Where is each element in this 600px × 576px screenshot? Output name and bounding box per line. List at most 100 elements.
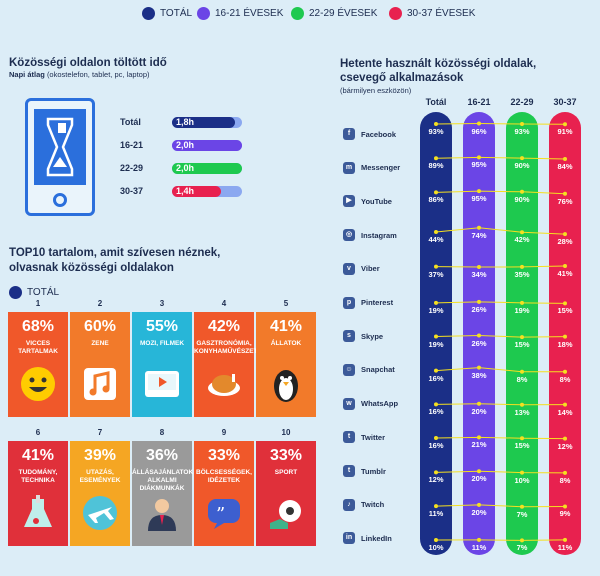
- app-name: Pinterest: [361, 298, 394, 307]
- value-label: 19%: [514, 305, 530, 315]
- music-icon: [80, 364, 120, 404]
- app-icon: in: [343, 532, 355, 545]
- top10-legend: TOTÁL: [9, 286, 59, 299]
- column-header: 16-21: [467, 97, 491, 107]
- time-bar: 2,0h: [172, 139, 242, 151]
- app-name: Tumblr: [361, 466, 386, 476]
- app-name: LinkedIn: [361, 533, 392, 543]
- app-row: in LinkedIn: [343, 531, 392, 545]
- legend-item-30-37: 30-37 ÉVESEK: [389, 7, 475, 20]
- value-label: 76%: [557, 196, 573, 206]
- top10-tile: 1 68% VICCES TARTALMAK: [8, 299, 68, 417]
- time-row-label: 30-37: [120, 186, 144, 196]
- app-name: Twitter: [361, 432, 386, 442]
- value-label: 28%: [557, 237, 573, 247]
- tile-rank: 2: [97, 299, 103, 308]
- value-label: 20%: [471, 507, 487, 517]
- row-connector: [435, 367, 565, 373]
- legend-dot: [389, 7, 402, 20]
- value-label: 91%: [557, 127, 573, 137]
- app-icon: ☺: [343, 363, 355, 376]
- time-bar-track: 2,0h: [172, 139, 242, 151]
- column-header: 30-37: [553, 97, 577, 107]
- value-label: 7%: [516, 509, 528, 519]
- app-name: Instagram: [361, 230, 397, 240]
- legend-dot: [9, 286, 22, 299]
- value-label: 84%: [557, 161, 573, 171]
- time-row-label: 16-21: [120, 140, 144, 150]
- weekly-subtitle: (bármilyen eszközön): [340, 86, 412, 95]
- quote-icon: ”: [204, 493, 244, 533]
- value-label: 8%: [559, 475, 571, 485]
- tile-rank: 7: [97, 428, 103, 437]
- column-pill: [506, 112, 538, 555]
- value-label: 96%: [471, 126, 487, 136]
- tile-rank: 3: [159, 299, 165, 308]
- row-connector: [435, 335, 566, 338]
- penguin-icon: [266, 364, 306, 404]
- tile-percent: 41%: [269, 318, 303, 335]
- time-bar: 1,8h: [172, 116, 235, 128]
- value-label: 7%: [516, 543, 528, 553]
- row-connector: [435, 436, 566, 440]
- time-subtitle-bold: Napi átlag: [9, 70, 45, 79]
- app-icon: ◎: [343, 229, 355, 242]
- tile-percent: 42%: [207, 318, 241, 335]
- value-label: 90%: [514, 161, 530, 171]
- tile-rank: 1: [35, 299, 41, 308]
- value-label: 95%: [471, 194, 487, 204]
- tile-percent: 33%: [269, 447, 303, 464]
- tile-label: VICCES TARTALMAK: [18, 340, 58, 355]
- value-label: 16%: [428, 441, 444, 451]
- legend-item-16-21: 16-21 ÉVESEK: [197, 7, 283, 20]
- time-row: 30-37 1,4h: [120, 184, 242, 198]
- value-label: 42%: [514, 235, 530, 245]
- app-icon: ▶: [343, 195, 355, 208]
- tile-label: TUDOMÁNY, TECHNIKA: [18, 469, 58, 484]
- row-connector: [435, 265, 566, 268]
- value-label: 34%: [471, 270, 487, 280]
- tile-rank: 4: [221, 299, 227, 308]
- value-label: 20%: [471, 474, 487, 484]
- column-header: 22-29: [510, 97, 534, 107]
- tile-percent: 39%: [83, 447, 117, 464]
- app-name: Skype: [361, 331, 384, 341]
- tile-percent: 41%: [21, 447, 55, 464]
- legend-dot: [197, 7, 210, 20]
- row-connector: [435, 227, 566, 235]
- row-connector: [435, 403, 566, 406]
- top10-legend-label: TOTÁL: [27, 287, 60, 298]
- person-icon: [142, 493, 182, 533]
- tile-rank: 10: [281, 428, 291, 437]
- hourglass-icon: [34, 109, 86, 185]
- value-label: 90%: [514, 194, 530, 204]
- tile-label: ÁLLÁSAJÁNLATOK ALKALMI DIÁKMUNKÁK: [132, 469, 194, 492]
- weekly-title-2: csevegő alkalmazások: [340, 72, 464, 84]
- row-connector: [435, 301, 566, 304]
- value-label: 35%: [514, 269, 530, 279]
- value-label: 11%: [471, 542, 487, 552]
- value-label: 16%: [428, 407, 444, 417]
- top10-tile: 3 55% MOZI, FILMEK: [132, 299, 192, 417]
- app-row: p Pinterest: [343, 296, 393, 310]
- app-icon: t: [343, 431, 355, 444]
- value-label: 8%: [559, 374, 571, 384]
- app-name: Facebook: [361, 129, 397, 139]
- value-label: 18%: [557, 339, 573, 349]
- app-row: f Facebook: [343, 127, 396, 141]
- value-label: 15%: [557, 306, 573, 316]
- legend-label: TOTÁL: [160, 8, 193, 19]
- app-row: ▶ YouTube: [343, 194, 392, 208]
- value-label: 89%: [428, 161, 444, 171]
- value-label: 74%: [471, 230, 487, 240]
- app-name: Twitch: [361, 500, 385, 510]
- app-icon: m: [343, 161, 355, 174]
- time-bar: 1,4h: [172, 185, 221, 197]
- phone-illustration: [25, 98, 95, 216]
- app-icon: s: [343, 330, 355, 343]
- top10-tile: 7 39% UTAZÁS, ESEMÉNYEK: [70, 428, 130, 546]
- value-label: 15%: [514, 441, 530, 451]
- app-name: Viber: [361, 264, 380, 274]
- value-label: 10%: [428, 543, 444, 552]
- tile-percent: 33%: [207, 447, 241, 464]
